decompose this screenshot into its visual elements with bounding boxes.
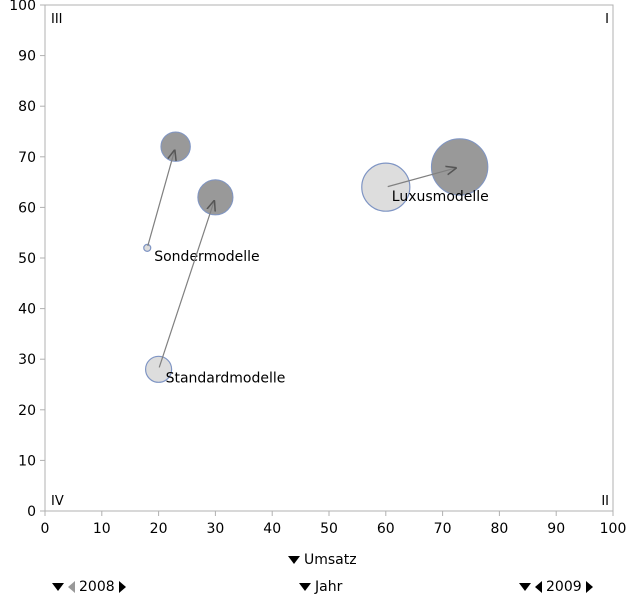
x-tick-label: 0 bbox=[41, 521, 50, 537]
x-axis-selector[interactable]: Umsatz bbox=[288, 552, 357, 568]
quadrant-label-bottom-right: II bbox=[601, 494, 609, 509]
bubble-end-standardmodelle[interactable] bbox=[197, 179, 234, 216]
x-tick-label: 60 bbox=[377, 521, 395, 537]
y-tick-label: 30 bbox=[18, 352, 36, 368]
end-year-prev-icon[interactable] bbox=[535, 581, 542, 593]
end-year-dropdown-icon[interactable] bbox=[519, 583, 531, 591]
end-year-label: 2009 bbox=[546, 579, 582, 595]
bubble-end-luxusmodelle[interactable] bbox=[430, 138, 489, 196]
trajectory-arrow-sondermodelle bbox=[147, 151, 175, 247]
x-tick-label: 30 bbox=[206, 521, 224, 537]
start-year-dropdown-icon[interactable] bbox=[52, 583, 64, 591]
animation-selector-label: Jahr bbox=[315, 579, 343, 595]
bubble-start-luxusmodelle[interactable] bbox=[361, 162, 411, 212]
bubble-end-sondermodelle[interactable] bbox=[160, 131, 191, 162]
y-tick-label: 70 bbox=[18, 150, 36, 166]
y-tick-label: 50 bbox=[18, 251, 36, 267]
bubble-label-standardmodelle: Standardmodelle bbox=[166, 370, 286, 386]
y-tick-label: 100 bbox=[9, 0, 36, 14]
y-tick-label: 0 bbox=[27, 504, 36, 520]
bubble-label-sondermodelle: Sondermodelle bbox=[154, 249, 259, 265]
trajectory-arrow-luxusmodelle bbox=[387, 168, 456, 188]
x-tick-label: 100 bbox=[600, 521, 627, 537]
x-axis-selector-label: Umsatz bbox=[304, 552, 357, 568]
end-year-control[interactable]: 2009 bbox=[519, 579, 593, 595]
x-tick-label: 10 bbox=[93, 521, 111, 537]
trajectory-arrow-standardmodelle bbox=[158, 201, 214, 368]
bubble-label-luxusmodelle: Luxusmodelle bbox=[392, 189, 489, 205]
start-year-next-icon[interactable] bbox=[118, 581, 126, 593]
animation-selector[interactable]: Jahr bbox=[299, 579, 342, 595]
y-tick-label: 60 bbox=[18, 200, 36, 216]
quadrant-label-top-left: III bbox=[51, 12, 63, 27]
plot-area bbox=[44, 4, 614, 512]
x-tick-label: 90 bbox=[547, 521, 565, 537]
x-tick-label: 70 bbox=[434, 521, 452, 537]
x-tick-label: 80 bbox=[490, 521, 508, 537]
start-year-label: 2008 bbox=[79, 579, 115, 595]
bubble-start-sondermodelle[interactable] bbox=[143, 243, 152, 252]
x-tick-label: 40 bbox=[263, 521, 281, 537]
start-year-control[interactable]: 2008 bbox=[52, 579, 126, 595]
y-tick-label: 90 bbox=[18, 49, 36, 65]
bubble-chart: 0 10 20 30 40 50 60 70 80 90 100 0 10 20 30 40 50 60 70 80 9… bbox=[9, 0, 627, 537]
x-tick-label: 20 bbox=[150, 521, 168, 537]
quadrant-label-top-right: I bbox=[605, 12, 609, 27]
dropdown-arrow-icon[interactable] bbox=[288, 556, 300, 564]
y-tick-label: 40 bbox=[18, 302, 36, 318]
start-year-prev-icon[interactable] bbox=[68, 581, 75, 593]
y-tick-label: 80 bbox=[18, 99, 36, 115]
animation-dropdown-icon[interactable] bbox=[299, 583, 311, 591]
bubble-start-standardmodelle[interactable] bbox=[144, 355, 173, 383]
end-year-next-icon[interactable] bbox=[585, 581, 593, 593]
x-tick-label: 50 bbox=[320, 521, 338, 537]
quadrant-label-bottom-left: IV bbox=[51, 494, 64, 509]
y-tick-label: 20 bbox=[18, 403, 36, 419]
y-tick-label: 10 bbox=[18, 453, 36, 469]
